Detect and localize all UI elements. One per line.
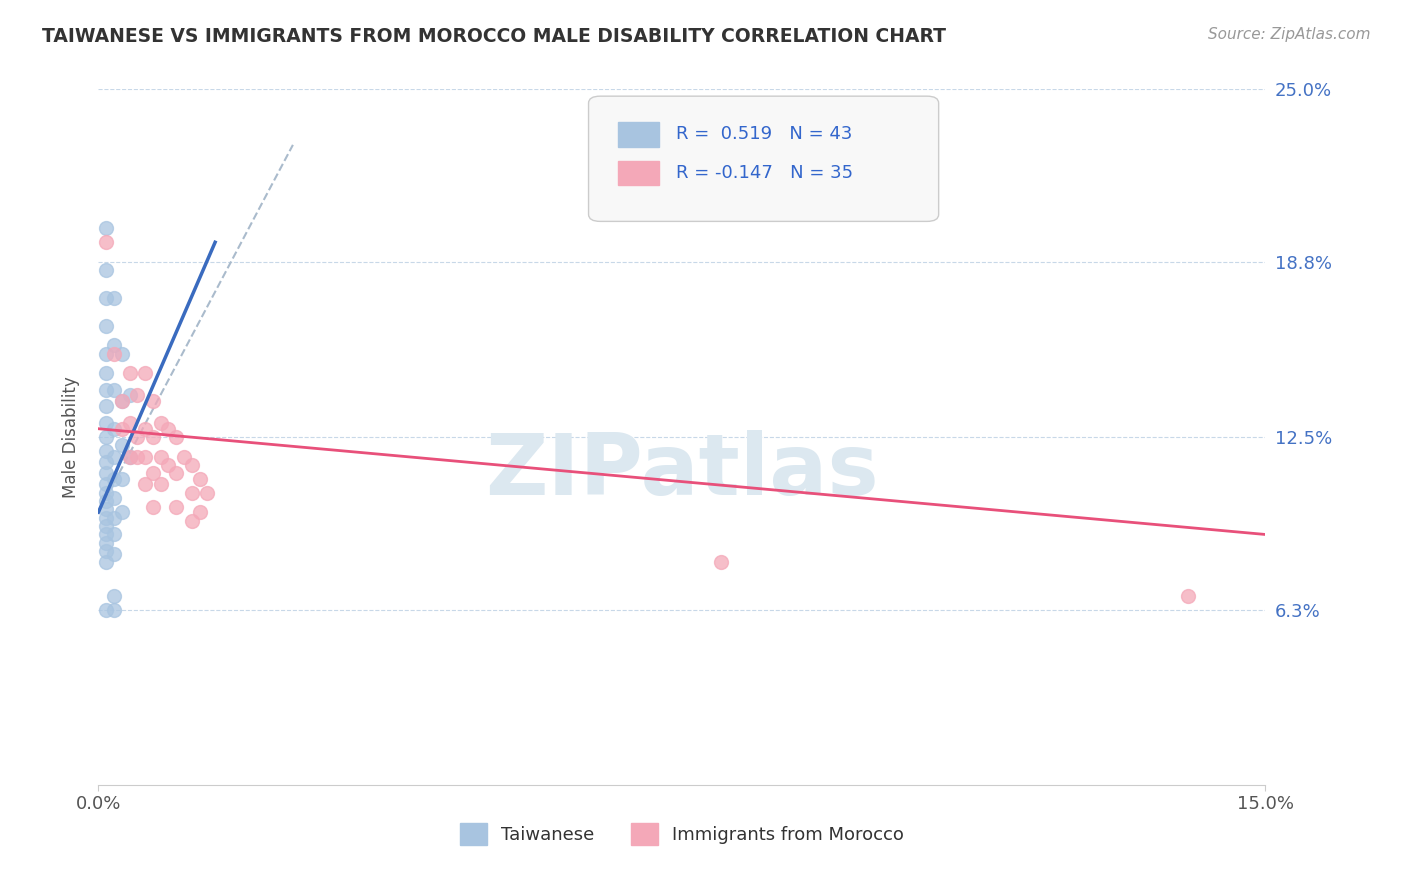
- Text: R = -0.147   N = 35: R = -0.147 N = 35: [676, 164, 853, 182]
- FancyBboxPatch shape: [617, 161, 658, 185]
- Point: [96, 346, 118, 360]
- FancyBboxPatch shape: [617, 122, 658, 146]
- Point: [134, 366, 156, 380]
- Point: [96, 510, 118, 524]
- Point: [188, 472, 211, 486]
- Point: [103, 346, 125, 360]
- Point: [96, 263, 118, 277]
- Point: [96, 235, 118, 250]
- Text: Source: ZipAtlas.com: Source: ZipAtlas.com: [1208, 27, 1371, 42]
- Point: [103, 383, 125, 397]
- Point: [96, 221, 118, 235]
- Point: [103, 602, 125, 616]
- Point: [111, 422, 134, 436]
- Point: [180, 514, 202, 528]
- Point: [165, 430, 187, 444]
- Point: [149, 477, 172, 491]
- Point: [96, 527, 118, 541]
- Point: [103, 491, 125, 506]
- Point: [149, 450, 172, 464]
- Point: [96, 544, 118, 558]
- Point: [96, 430, 118, 444]
- FancyBboxPatch shape: [589, 96, 939, 221]
- Point: [180, 485, 202, 500]
- Point: [96, 536, 118, 550]
- Point: [118, 366, 141, 380]
- Point: [111, 472, 134, 486]
- Point: [96, 318, 118, 333]
- Point: [127, 388, 149, 402]
- Point: [103, 472, 125, 486]
- Point: [96, 602, 118, 616]
- Point: [127, 430, 149, 444]
- Point: [111, 393, 134, 408]
- Point: [134, 477, 156, 491]
- Point: [111, 346, 134, 360]
- Point: [103, 450, 125, 464]
- Point: [118, 388, 141, 402]
- Point: [111, 505, 134, 519]
- Y-axis label: Male Disability: Male Disability: [62, 376, 80, 498]
- Point: [142, 430, 165, 444]
- Point: [96, 494, 118, 508]
- Text: R =  0.519   N = 43: R = 0.519 N = 43: [676, 126, 852, 144]
- Point: [96, 485, 118, 500]
- Point: [96, 291, 118, 305]
- Point: [127, 450, 149, 464]
- Point: [96, 383, 118, 397]
- Point: [96, 455, 118, 469]
- Point: [195, 485, 218, 500]
- Point: [96, 416, 118, 430]
- Point: [96, 400, 118, 414]
- Point: [96, 467, 118, 481]
- Point: [103, 510, 125, 524]
- Point: [103, 338, 125, 352]
- Point: [142, 500, 165, 514]
- Text: ZIPatlas: ZIPatlas: [485, 430, 879, 514]
- Point: [1177, 589, 1199, 603]
- Point: [103, 589, 125, 603]
- Point: [118, 416, 141, 430]
- Text: TAIWANESE VS IMMIGRANTS FROM MOROCCO MALE DISABILITY CORRELATION CHART: TAIWANESE VS IMMIGRANTS FROM MOROCCO MAL…: [42, 27, 946, 45]
- Point: [157, 422, 180, 436]
- Point: [142, 467, 165, 481]
- Point: [96, 444, 118, 458]
- Point: [103, 422, 125, 436]
- Point: [188, 505, 211, 519]
- Point: [165, 467, 187, 481]
- Point: [96, 519, 118, 533]
- Point: [149, 416, 172, 430]
- Point: [111, 438, 134, 452]
- Point: [180, 458, 202, 472]
- Point: [103, 527, 125, 541]
- Point: [142, 393, 165, 408]
- Point: [173, 450, 195, 464]
- Point: [96, 555, 118, 569]
- Legend: Taiwanese, Immigrants from Morocco: Taiwanese, Immigrants from Morocco: [453, 816, 911, 853]
- Point: [134, 450, 156, 464]
- Point: [118, 450, 141, 464]
- Point: [103, 291, 125, 305]
- Point: [96, 477, 118, 491]
- Point: [710, 555, 733, 569]
- Point: [96, 502, 118, 516]
- Point: [96, 366, 118, 380]
- Point: [103, 547, 125, 561]
- Point: [157, 458, 180, 472]
- Point: [111, 393, 134, 408]
- Point: [118, 450, 141, 464]
- Point: [165, 500, 187, 514]
- Point: [134, 422, 156, 436]
